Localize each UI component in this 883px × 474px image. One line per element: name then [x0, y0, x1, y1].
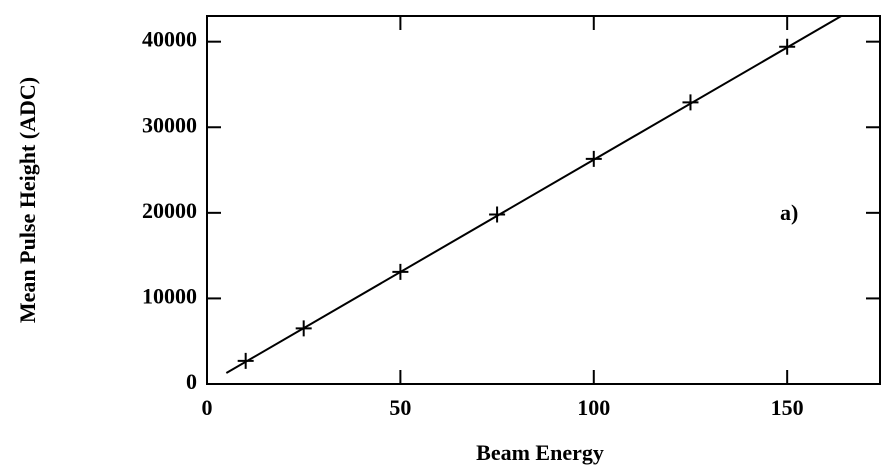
annotation: a) [780, 200, 798, 225]
x-tick-label: 150 [771, 395, 804, 420]
plot-frame [206, 15, 881, 385]
point [392, 263, 409, 280]
x-tick-label: 50 [389, 395, 411, 420]
point [237, 352, 254, 369]
fit-line [225, 15, 842, 374]
y-tick-label: 20000 [142, 198, 197, 223]
point [682, 94, 699, 111]
x-tick-label: 0 [202, 395, 213, 420]
y-tick-label: 0 [186, 369, 197, 394]
point [489, 206, 506, 223]
x-tick-label: 100 [577, 395, 610, 420]
y-tick-label: 40000 [142, 27, 197, 52]
point [585, 150, 602, 167]
y-tick-label: 30000 [142, 112, 197, 137]
point [779, 38, 796, 55]
point [295, 320, 312, 337]
y-tick-label: 10000 [142, 283, 197, 308]
y-axis-label: Mean Pulse Height (ADC) [15, 77, 40, 323]
x-axis-label: Beam Energy [476, 440, 604, 465]
